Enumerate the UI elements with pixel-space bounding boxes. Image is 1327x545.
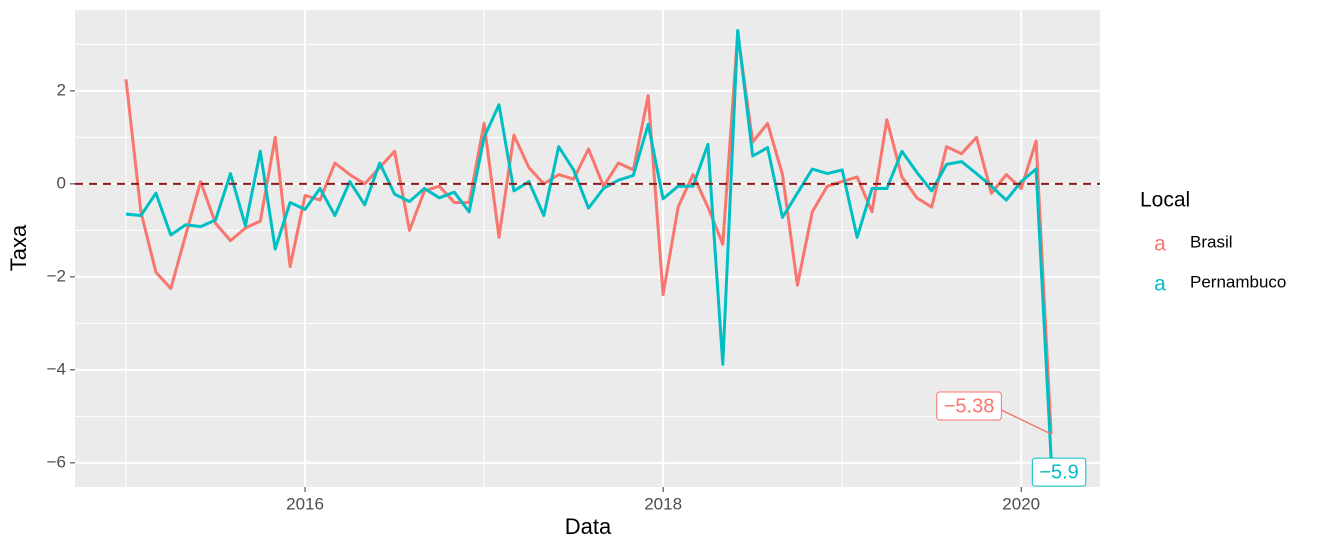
legend-label: Brasil	[1190, 232, 1233, 251]
series-line	[125, 29, 1053, 459]
panel	[75, 10, 1100, 487]
annotation-label: −5.9	[1039, 461, 1078, 483]
x-axis-label: Data	[565, 514, 612, 539]
annotation-box	[936, 391, 1002, 421]
series-line	[124, 31, 1053, 435]
y-tick-label: −6	[47, 452, 66, 471]
legend-label: Pernambuco	[1190, 272, 1286, 291]
annotation-box	[1031, 457, 1087, 487]
x-tick-label: 2020	[1002, 494, 1040, 513]
y-tick-label: −2	[47, 266, 66, 285]
y-tick-label: 2	[57, 80, 66, 99]
legend-key: a	[1154, 233, 1166, 256]
x-tick-label: 2018	[644, 494, 682, 513]
annotation-label: −5.38	[944, 395, 995, 417]
legend-key: a	[1154, 273, 1166, 296]
x-tick-label: 2016	[286, 494, 324, 513]
annotation-connector	[1001, 409, 1052, 435]
y-tick-label: −4	[47, 359, 66, 378]
legend-title: Local	[1140, 189, 1190, 212]
y-axis-label: Taxa	[6, 224, 31, 271]
y-tick-label: 0	[57, 173, 66, 192]
